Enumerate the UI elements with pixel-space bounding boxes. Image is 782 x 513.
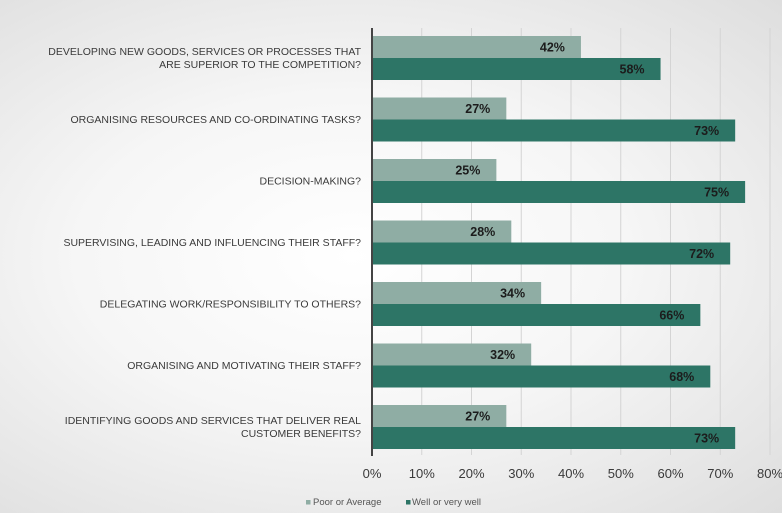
- category-label: DEVELOPING NEW GOODS, SERVICES OR PROCES…: [48, 46, 361, 58]
- legend-swatch: [406, 500, 411, 505]
- x-tick-labels: 0% 10% 20% 30% 40% 50% 60% 70% 80%: [363, 466, 782, 481]
- category-label: CUSTOMER BENEFITS?: [241, 428, 361, 440]
- legend-label: Well or very well: [412, 497, 481, 508]
- category-labels: DEVELOPING NEW GOODS, SERVICES OR PROCES…: [48, 46, 361, 440]
- bar-poor-or-average: [372, 282, 542, 304]
- data-label: 27%: [465, 410, 490, 424]
- bar-well-or-very-well: [372, 304, 701, 326]
- bar-well-or-very-well: [372, 242, 731, 265]
- x-tick-label: 70%: [707, 466, 733, 481]
- bar-poor-or-average: [372, 220, 512, 243]
- bar-poor-or-average: [372, 97, 507, 120]
- x-tick-label: 10%: [409, 466, 435, 481]
- data-label: 25%: [455, 164, 480, 178]
- bar-well-or-very-well: [372, 365, 711, 388]
- bar-poor-or-average: [372, 36, 581, 58]
- data-label: 42%: [540, 41, 565, 55]
- data-label: 58%: [620, 63, 645, 77]
- legend: Poor or Average Well or very well: [306, 497, 481, 508]
- legend-label: Poor or Average: [313, 497, 381, 508]
- bars: 42% 58% 27% 73% 25% 75% 28% 72% 34% 66% 32% 68% 27% 7…: [372, 36, 746, 449]
- x-tick-label: 20%: [458, 466, 484, 481]
- category-label: DELEGATING WORK/RESPONSIBILITY TO OTHERS…: [100, 299, 361, 311]
- x-tick-label: 0%: [363, 466, 382, 481]
- bar-poor-or-average: [372, 343, 532, 366]
- category-label: DECISION-MAKING?: [259, 176, 361, 188]
- x-tick-label: 80%: [757, 466, 782, 481]
- category-label: ORGANISING AND MOTIVATING THEIR STAFF?: [127, 360, 361, 372]
- category-label: ORGANISING RESOURCES AND CO-ORDINATING T…: [70, 114, 361, 126]
- x-tick-label: 50%: [608, 466, 634, 481]
- bar-poor-or-average: [372, 159, 497, 181]
- data-label: 72%: [689, 247, 714, 261]
- x-tick-label: 60%: [657, 466, 683, 481]
- bar-well-or-very-well: [372, 427, 736, 449]
- bar-poor-or-average: [372, 405, 507, 427]
- data-label: 73%: [694, 124, 719, 138]
- x-tick-label: 30%: [508, 466, 534, 481]
- bar-well-or-very-well: [372, 181, 746, 203]
- data-label: 32%: [490, 348, 515, 362]
- category-label: SUPERVISING, LEADING AND INFLUENCING THE…: [63, 237, 361, 249]
- data-label: 28%: [470, 225, 495, 239]
- bar-well-or-very-well: [372, 119, 736, 142]
- bar-well-or-very-well: [372, 58, 661, 80]
- data-label: 73%: [694, 432, 719, 446]
- legend-swatch: [306, 500, 311, 505]
- data-label: 68%: [669, 370, 694, 384]
- data-label: 27%: [465, 102, 490, 116]
- category-label: ARE SUPERIOR TO THE COMPETITION?: [159, 59, 361, 71]
- category-label: IDENTIFYING GOODS AND SERVICES THAT DELI…: [65, 415, 361, 427]
- data-label: 66%: [659, 309, 684, 323]
- data-label: 75%: [704, 186, 729, 200]
- data-label: 34%: [500, 287, 525, 301]
- x-tick-label: 40%: [558, 466, 584, 481]
